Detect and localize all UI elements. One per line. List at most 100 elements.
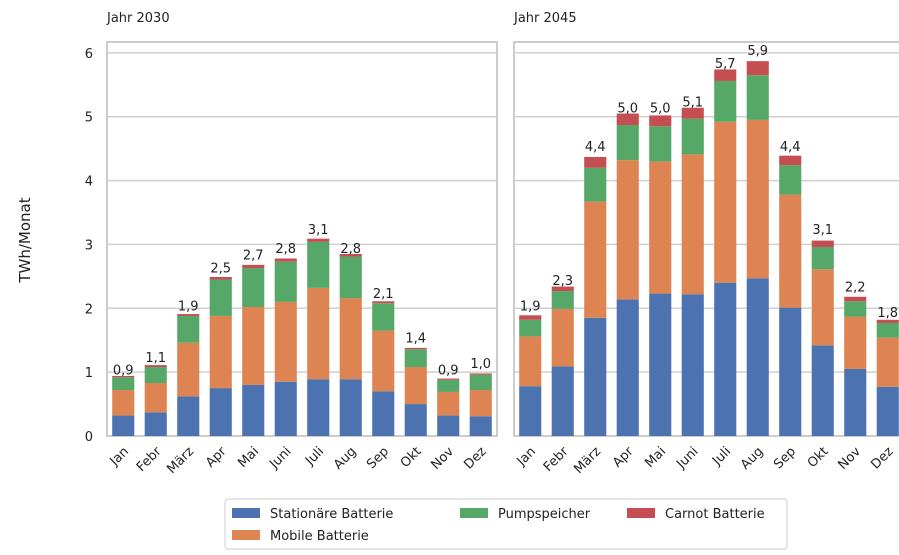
bar-segment — [339, 256, 362, 299]
bar-segment — [649, 293, 672, 436]
bar-segment — [844, 316, 867, 369]
y-tick-label: 4 — [85, 175, 93, 190]
bar-segment — [844, 368, 867, 436]
bar-segment — [714, 69, 737, 81]
y-tick-label: 3 — [85, 238, 93, 253]
total-label: 2,1 — [373, 287, 394, 302]
bar-segment — [616, 113, 639, 126]
legend: Stationäre Batterie Mobile Batterie Pumpsp… — [224, 498, 788, 550]
legend-label: Stationäre Batterie — [270, 507, 393, 522]
bar-segment — [584, 167, 607, 202]
bar-segment — [714, 80, 737, 122]
bar-segment — [519, 315, 542, 320]
bar-segment — [681, 294, 704, 436]
bar-segment — [274, 261, 297, 302]
bar-segment — [307, 238, 330, 242]
x-tick-label: Mai — [642, 444, 669, 471]
bar-segment — [746, 278, 769, 436]
x-tick-label: Dez — [461, 444, 489, 472]
bar-segment — [112, 415, 135, 436]
bar-segment — [274, 381, 297, 436]
bar-segment — [519, 319, 542, 337]
legend-label: Mobile Batterie — [270, 529, 369, 544]
bar-segment — [746, 75, 769, 120]
legend-swatch — [627, 508, 655, 518]
bar-segment — [584, 156, 607, 168]
bar-segment — [274, 301, 297, 382]
bar-segment — [681, 107, 704, 119]
bar-segment — [876, 319, 899, 323]
x-tick-label: Jan — [514, 444, 539, 469]
bar-segment — [404, 367, 427, 405]
x-tick-label: Sep — [771, 444, 799, 472]
bar-segment — [372, 301, 395, 304]
bar-segment — [649, 126, 672, 162]
x-tick-label: Juli — [709, 444, 734, 469]
total-label: 0,9 — [438, 364, 459, 379]
x-tick-label: Juli — [302, 444, 327, 469]
total-label: 5,9 — [747, 44, 768, 59]
bar-segment — [274, 258, 297, 262]
bar-segment — [714, 121, 737, 283]
bar-segment — [519, 386, 542, 436]
bar-segment — [307, 287, 330, 380]
bar-segment — [551, 291, 574, 309]
x-tick-label: Aug — [331, 444, 360, 473]
bar-segment — [844, 301, 867, 317]
total-label: 3,1 — [812, 223, 833, 238]
y-tick-label: 1 — [85, 366, 93, 381]
bar-segment — [372, 330, 395, 392]
total-label: 4,4 — [585, 140, 606, 155]
x-tick-label: Nov — [836, 444, 865, 473]
bar-segment — [404, 404, 427, 436]
bar-segment — [681, 154, 704, 295]
bar-segment — [714, 282, 737, 436]
total-label: 0,9 — [113, 364, 134, 379]
total-label: 1,1 — [145, 351, 166, 366]
bar-segment — [811, 240, 834, 247]
bar-segment — [469, 374, 492, 391]
bar-segment — [144, 365, 167, 368]
total-label: 2,8 — [275, 242, 296, 257]
legend-label: Carnot Batterie — [665, 507, 765, 522]
bar-segment — [242, 268, 265, 308]
bar-segment — [209, 388, 232, 436]
total-label: 5,0 — [617, 102, 638, 117]
bar-segment — [876, 386, 899, 436]
bar-segment — [307, 379, 330, 436]
total-label: 5,1 — [682, 95, 703, 110]
bar-segment — [242, 307, 265, 385]
x-tick-label: Mai — [235, 444, 262, 471]
bar-segment — [779, 165, 802, 195]
total-label: 2,3 — [552, 274, 573, 289]
bar-segment — [112, 390, 135, 416]
bar-segment — [469, 416, 492, 436]
x-tick-label: Jan — [107, 444, 132, 469]
total-label: 1,0 — [470, 357, 491, 372]
bar-segment — [844, 296, 867, 302]
bar-segment — [437, 379, 460, 392]
bar-segment — [209, 276, 232, 280]
bar-segment — [404, 349, 427, 368]
bar-segment — [811, 345, 834, 436]
bar-segment — [779, 194, 802, 308]
bar-segment — [779, 307, 802, 436]
bar-segment — [746, 61, 769, 76]
bar-segment — [144, 367, 167, 383]
x-tick-label: Juni — [266, 444, 294, 472]
bar-segment — [746, 119, 769, 279]
bar-segment — [112, 375, 135, 378]
panel-title: Jahr 2030 — [106, 11, 170, 26]
total-label: 5,7 — [715, 57, 736, 72]
bar-segment — [177, 314, 200, 316]
x-tick-label: Febr — [134, 444, 165, 475]
bar-segment — [372, 391, 395, 436]
total-label: 2,8 — [340, 242, 361, 257]
bar-segment — [876, 322, 899, 338]
x-tick-label: März — [164, 444, 197, 477]
bar-segment — [811, 246, 834, 270]
x-tick-label: Nov — [429, 444, 458, 473]
bar-segment — [876, 337, 899, 387]
x-tick-label: Juni — [673, 444, 701, 472]
total-label: 4,4 — [780, 140, 801, 155]
